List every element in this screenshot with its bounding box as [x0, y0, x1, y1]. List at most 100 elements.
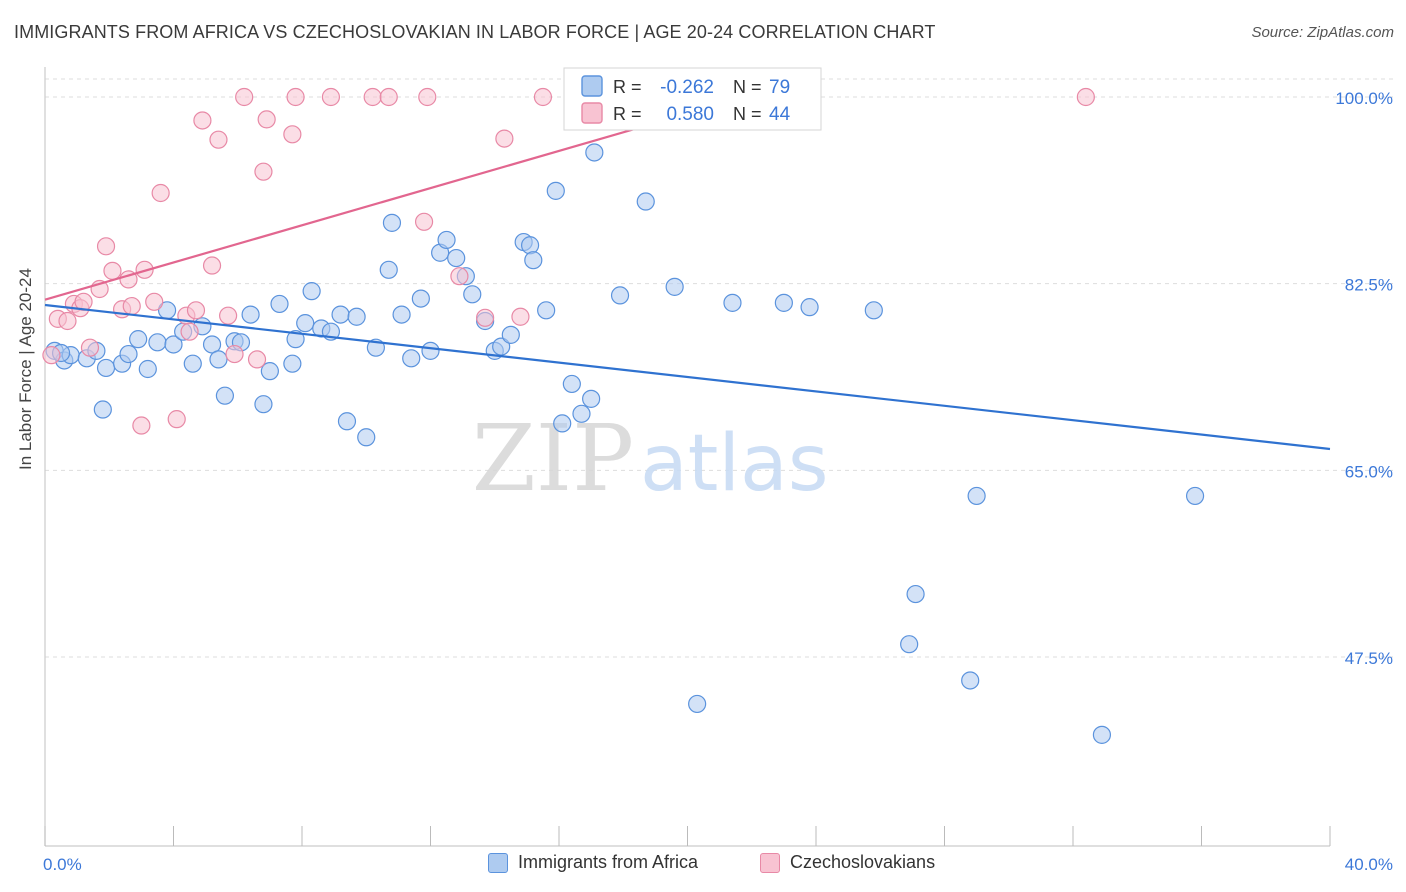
legend-swatch-africa — [488, 852, 508, 873]
africa-point — [382, 213, 402, 232]
czech-point — [379, 87, 398, 107]
czech-point — [235, 87, 254, 107]
africa-point — [286, 330, 305, 349]
africa-point — [610, 286, 630, 305]
africa-point — [392, 305, 411, 324]
africa-point — [524, 251, 543, 270]
africa-point — [585, 143, 604, 162]
africa-point — [402, 349, 421, 368]
africa-point — [241, 305, 260, 324]
chart-title: IMMIGRANTS FROM AFRICA VS CZECHOSLOVAKIA… — [14, 22, 936, 42]
czech-point — [58, 311, 77, 331]
africa-point — [96, 358, 116, 378]
africa-point — [302, 282, 321, 301]
czech-point — [202, 256, 222, 275]
africa-point — [723, 293, 742, 312]
africa-point — [906, 584, 925, 604]
y-tick-label: 65.0% — [1345, 462, 1393, 481]
africa-point — [331, 305, 350, 324]
trend-lines — [44, 95, 1331, 451]
africa-point — [421, 341, 440, 360]
legend-label-czech: Czechoslovakians — [790, 852, 936, 872]
africa-point — [961, 671, 980, 690]
africa-point — [215, 386, 234, 405]
africa-point — [520, 236, 540, 255]
czech-point — [225, 344, 244, 364]
n-label: N = — [733, 104, 762, 124]
czech-point — [495, 129, 514, 148]
n-label: N = — [733, 77, 762, 97]
czech-point — [219, 306, 238, 325]
czech-point — [186, 301, 206, 320]
africa-point — [347, 307, 366, 326]
stats-legend: R = -0.262 N = 79 R = 0.580 N = 44 — [563, 67, 822, 131]
africa-point — [774, 293, 793, 312]
czech-point — [132, 416, 151, 435]
czech-point — [321, 87, 341, 107]
r-label: R = — [613, 104, 642, 124]
y-tick-label: 100.0% — [1335, 89, 1393, 108]
czech-point — [286, 87, 305, 107]
czech-point — [1076, 87, 1095, 107]
africa-point — [93, 400, 112, 419]
czech-point — [533, 87, 553, 107]
africa-point — [665, 277, 684, 296]
africa-point — [138, 359, 157, 379]
czech-point — [151, 183, 170, 203]
czech-point — [363, 87, 382, 107]
czech-point — [247, 350, 267, 369]
czech-point — [103, 261, 122, 280]
czech-point — [42, 346, 61, 365]
africa-point — [129, 330, 148, 349]
stats-legend-box — [563, 67, 822, 131]
watermark-atlas: atlas — [640, 419, 829, 509]
x-tick-labels: 0.0% 40.0% — [43, 855, 1393, 874]
n-value: 79 — [769, 77, 790, 98]
africa-point — [562, 374, 581, 394]
czech-point — [122, 296, 141, 316]
czech-trend-line — [44, 95, 746, 301]
africa-point — [411, 289, 430, 308]
africa-point — [447, 248, 466, 268]
stats-swatch — [581, 75, 603, 97]
y-tick-label: 82.5% — [1345, 276, 1393, 295]
stats-swatch — [581, 102, 603, 124]
czech-point — [476, 308, 495, 327]
africa-point — [1092, 725, 1112, 744]
axes — [44, 67, 1331, 847]
africa-trend-line — [44, 303, 1331, 451]
africa-point — [864, 301, 883, 320]
africa-point — [800, 298, 819, 317]
africa-point — [119, 344, 138, 364]
czech-point — [80, 338, 100, 357]
czech-point — [180, 322, 199, 341]
africa-point — [582, 389, 601, 408]
africa-point — [337, 412, 357, 431]
r-value: -0.262 — [660, 77, 714, 98]
legend-item-africa[interactable]: Immigrants from Africa — [488, 852, 698, 873]
y-tick-label: 47.5% — [1345, 649, 1393, 668]
czech-point — [257, 110, 276, 129]
x-tick-label: 40.0% — [1345, 855, 1393, 874]
africa-point — [148, 333, 167, 352]
legend-item-czech[interactable]: Czechoslovakians — [760, 852, 935, 873]
czech-point — [450, 267, 469, 286]
y-tick-labels: 100.0% 82.5% 65.0% 47.5% — [1335, 89, 1393, 668]
africa-point — [546, 181, 565, 200]
czech-point — [414, 212, 434, 231]
czech-point — [254, 162, 273, 181]
africa-point — [254, 395, 273, 414]
czech-point — [511, 307, 530, 326]
r-value: 0.580 — [666, 104, 714, 125]
africa-point — [967, 486, 986, 506]
watermark-zip: ZIP — [472, 405, 634, 512]
czech-point — [283, 125, 302, 144]
africa-point — [283, 354, 302, 373]
africa-point — [688, 694, 707, 714]
africa-point — [1185, 486, 1205, 506]
chart-source: Source: ZipAtlas.com — [1251, 24, 1394, 41]
legend-label-africa: Immigrants from Africa — [518, 852, 699, 872]
series-legend: Immigrants from Africa Czechoslovakians — [0, 852, 1406, 878]
africa-point — [164, 335, 183, 354]
legend-swatch-czech — [760, 852, 780, 873]
